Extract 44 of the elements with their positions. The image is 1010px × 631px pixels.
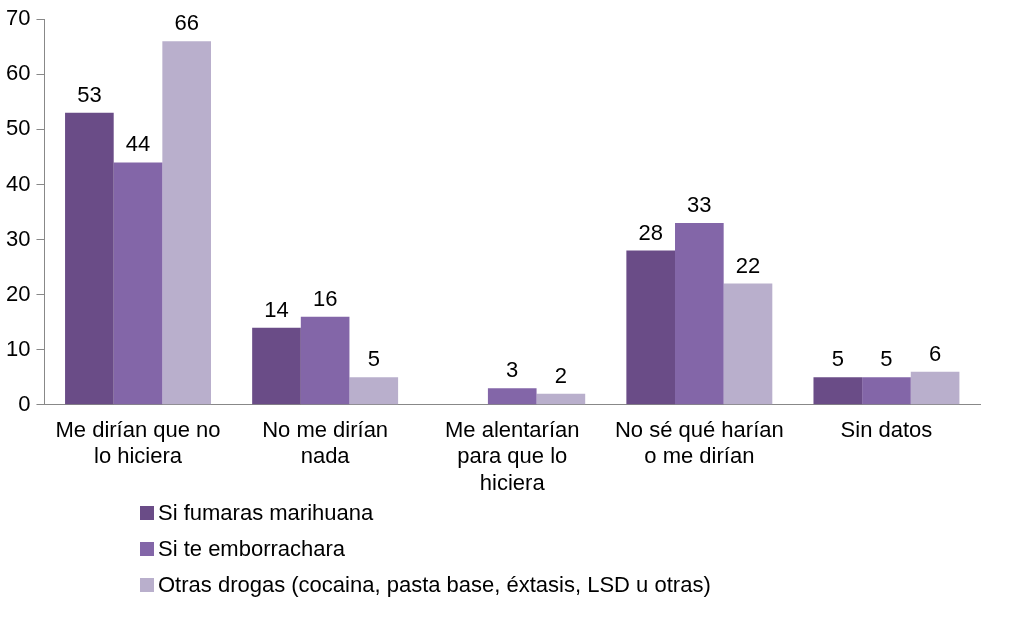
bar: [349, 377, 399, 405]
legend-label: Si fumaras marihuana: [158, 500, 374, 526]
data-label: 16: [312, 285, 338, 311]
data-label: 2: [554, 362, 568, 388]
x-tick-label: Me dirían que no lo hiciera: [55, 417, 221, 469]
bar: [65, 112, 114, 405]
y-tick-label: 30: [5, 225, 31, 251]
data-label: 14: [264, 296, 289, 322]
x-tick-label: No me dirían nada: [262, 417, 389, 469]
data-label: 5: [880, 346, 893, 372]
y-tick-label: 0: [18, 390, 31, 416]
y-tick-label: 40: [5, 170, 31, 196]
y-tick-label: 60: [5, 60, 31, 86]
bar: [252, 327, 301, 405]
x-tick-label: No sé qué harían o me dirían: [614, 417, 784, 469]
data-label: 6: [928, 340, 942, 366]
bar: [300, 316, 350, 405]
bar: [675, 223, 724, 405]
bar: [626, 250, 676, 405]
bar: [813, 377, 863, 405]
x-tick-label: Me alentarían para que lo hiciera: [444, 417, 580, 495]
bar: [487, 388, 537, 405]
data-label: 5: [831, 346, 844, 372]
data-label: 3: [506, 357, 519, 383]
data-label: 33: [687, 192, 712, 218]
bar: [536, 393, 586, 405]
bar: [862, 377, 911, 405]
bar: [723, 283, 773, 405]
legend-label: Si te emborrachara: [158, 536, 346, 562]
y-tick-label: 10: [5, 335, 31, 361]
data-label: 44: [125, 131, 151, 157]
data-label: 53: [77, 81, 102, 107]
data-label: 22: [735, 252, 761, 278]
y-tick-label: 50: [5, 115, 31, 141]
data-label: 28: [638, 219, 663, 245]
y-tick-label: 70: [5, 5, 31, 31]
x-tick-label: Sin datos: [840, 417, 933, 443]
data-label: 5: [367, 346, 380, 372]
bar: [113, 162, 163, 405]
data-label: 66: [174, 10, 199, 36]
legend-label: Otras drogas (cocaina, pasta base, éxtasis, LSD u otras): [158, 572, 711, 598]
y-tick-label: 20: [5, 280, 31, 306]
bar: [162, 41, 211, 405]
bar: [910, 371, 960, 405]
